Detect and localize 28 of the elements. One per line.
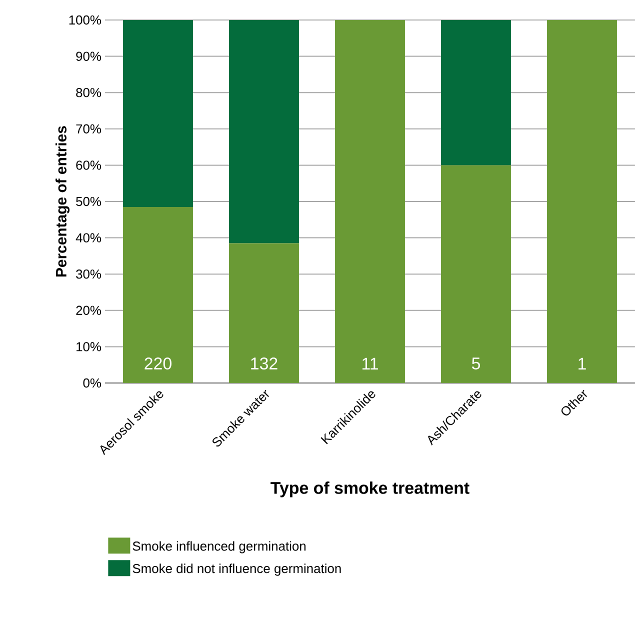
y-tick-label: 100% [69,15,102,25]
annotation: 11 [362,358,378,370]
bar [229,243,299,383]
bar [547,20,617,383]
bar [335,20,405,383]
y-tick-label: 40% [76,233,102,242]
y-axis-title: Percentage of entries [56,126,70,276]
annotation: 5 [472,358,480,370]
bar [229,20,299,244]
annotation: 1 [578,358,586,370]
annotation: 220 [144,357,172,370]
bar [123,206,193,383]
y-tick-label: 30% [76,270,102,279]
bar [441,165,511,383]
bar [123,20,193,207]
y-tick-label: 80% [76,88,102,98]
y-tick-label: 50% [76,196,102,206]
bar [441,20,511,166]
legend-label: Smoke influenced germination [132,541,306,554]
x-axis-title: Type of smoke treatment [270,481,470,498]
legend-label: Smoke did not influence germination [132,564,341,576]
y-tick-label: 90% [76,52,102,61]
annotation: 132 [251,357,278,370]
y-tick-label: 10% [76,342,102,352]
y-tick-label: 60% [76,160,102,170]
y-tick-label: 20% [76,306,102,315]
y-tick-label: 0% [83,378,102,388]
y-tick-label: 70% [76,124,102,134]
